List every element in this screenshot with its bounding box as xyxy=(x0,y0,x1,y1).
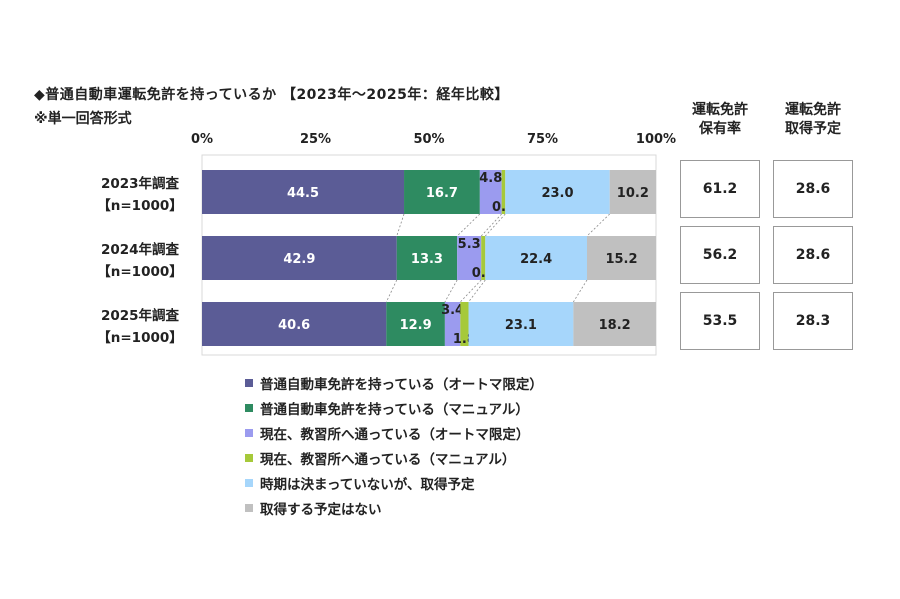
ownership-value-2023: 61.2 xyxy=(680,160,760,218)
bar-data-label: 10.2 xyxy=(617,186,649,201)
legend-swatch xyxy=(245,403,253,412)
side-header-ownership-line1: 運転免許 xyxy=(692,102,748,118)
bar-segment xyxy=(457,236,482,280)
legend-label: 普通自動車免許を持っている（オートマ限定） xyxy=(260,376,543,393)
chart-subtitle: ※単一回答形式 xyxy=(34,111,132,127)
category-label-year: 2024年調査 xyxy=(101,241,180,258)
bar-segment xyxy=(609,170,656,214)
plan-value-2025: 28.3 xyxy=(773,292,853,350)
series-connector-line xyxy=(468,279,486,303)
chart-legend: 普通自動車免許を持っている（オートマ限定） 普通自動車免許を持っている（マニュアル… xyxy=(245,370,543,520)
bar-segment xyxy=(505,170,610,214)
bar-segment xyxy=(573,302,656,346)
bar-segment xyxy=(386,302,445,346)
side-header-plan-line1: 運転免許 xyxy=(785,102,841,118)
x-tick-label: 100% xyxy=(636,132,676,147)
legend-item: 時期は決まっていないが、取得予定 xyxy=(245,470,543,495)
bar-segment xyxy=(485,236,587,280)
bar-data-label: 18.2 xyxy=(599,318,631,333)
ownership-value-2025: 53.5 xyxy=(680,292,760,350)
legend-label: 現在、教習所へ通っている（マニュアル） xyxy=(260,451,516,468)
category-label-year: 2023年調査 xyxy=(101,175,180,192)
side-header-plan-line2: 取得予定 xyxy=(785,121,841,137)
series-connector-line xyxy=(396,213,405,237)
plan-value-2024: 28.6 xyxy=(773,226,853,284)
legend-item: 普通自動車免許を持っている（マニュアル） xyxy=(245,395,543,420)
bar-data-label: 13.3 xyxy=(411,252,443,267)
legend-swatch xyxy=(245,503,253,512)
chart-title: ◆普通自動車運転免許を持っているか 【2023年～2025年：経年比較】 xyxy=(34,87,509,103)
series-connector-line xyxy=(484,213,506,237)
bar-data-label: 23.0 xyxy=(541,186,573,201)
legend-swatch xyxy=(245,478,253,487)
series-connector-line xyxy=(573,279,588,303)
bar-data-label: 4.8 xyxy=(479,171,502,186)
bar-data-label: 42.9 xyxy=(283,252,315,267)
category-label-n: 【n=1000】 xyxy=(97,264,183,280)
legend-swatch xyxy=(245,378,253,387)
legend-label: 現在、教習所へ通っている（オートマ限定） xyxy=(260,426,530,443)
legend-label: 普通自動車免許を持っている（マニュアル） xyxy=(260,401,529,418)
bar-data-label: 15.2 xyxy=(605,252,637,267)
x-tick-label: 75% xyxy=(527,132,558,147)
bar-segment xyxy=(396,236,458,280)
bar-segment xyxy=(468,302,574,346)
side-header-plan: 運転免許 取得予定 xyxy=(773,101,853,139)
legend-label: 取得する予定はない xyxy=(260,501,382,518)
bar-data-label: 3.4 xyxy=(441,303,464,318)
legend-swatch xyxy=(245,453,253,462)
bar-data-label: 5.3 xyxy=(458,237,481,252)
series-connector-line xyxy=(586,213,610,237)
bar-data-label: 12.9 xyxy=(400,318,432,333)
category-label-n: 【n=1000】 xyxy=(97,198,183,214)
bar-segment xyxy=(202,302,387,346)
bar-segment xyxy=(479,170,502,214)
legend-item: 普通自動車免許を持っている（オートマ限定） xyxy=(245,370,543,395)
legend-label: 時期は決まっていないが、取得予定 xyxy=(260,476,475,493)
bar-data-label: 40.6 xyxy=(278,318,310,333)
series-connector-line xyxy=(460,279,482,303)
series-connector-line xyxy=(456,213,481,237)
series-connector-line xyxy=(444,279,458,303)
bar-segment xyxy=(202,170,405,214)
bar-data-label: 16.7 xyxy=(426,186,458,201)
legend-item: 現在、教習所へ通っている（オートマ限定） xyxy=(245,420,543,445)
side-header-ownership-line2: 保有率 xyxy=(699,121,741,137)
series-connector-line xyxy=(385,279,398,303)
legend-swatch xyxy=(245,428,253,437)
side-header-ownership: 運転免許 保有率 xyxy=(680,101,760,139)
bar-segment xyxy=(444,302,461,346)
bar-segment xyxy=(404,170,480,214)
bar-segment xyxy=(481,236,486,280)
bar-segment xyxy=(501,170,506,214)
plan-value-2023: 28.6 xyxy=(773,160,853,218)
series-connector-line xyxy=(480,213,502,237)
bar-segment xyxy=(460,302,469,346)
category-label-n: 【n=1000】 xyxy=(97,330,183,346)
bar-segment xyxy=(586,236,656,280)
x-tick-label: 25% xyxy=(300,132,331,147)
bar-data-label: 22.4 xyxy=(520,252,552,267)
bar-segment xyxy=(202,236,397,280)
x-tick-label: 50% xyxy=(413,132,444,147)
bar-data-label: 23.1 xyxy=(505,318,537,333)
legend-item: 取得する予定はない xyxy=(245,495,543,520)
x-tick-label: 0% xyxy=(191,132,213,147)
bar-data-label: 44.5 xyxy=(287,186,319,201)
legend-item: 現在、教習所へ通っている（マニュアル） xyxy=(245,445,543,470)
category-label-year: 2025年調査 xyxy=(101,307,180,324)
ownership-value-2024: 56.2 xyxy=(680,226,760,284)
